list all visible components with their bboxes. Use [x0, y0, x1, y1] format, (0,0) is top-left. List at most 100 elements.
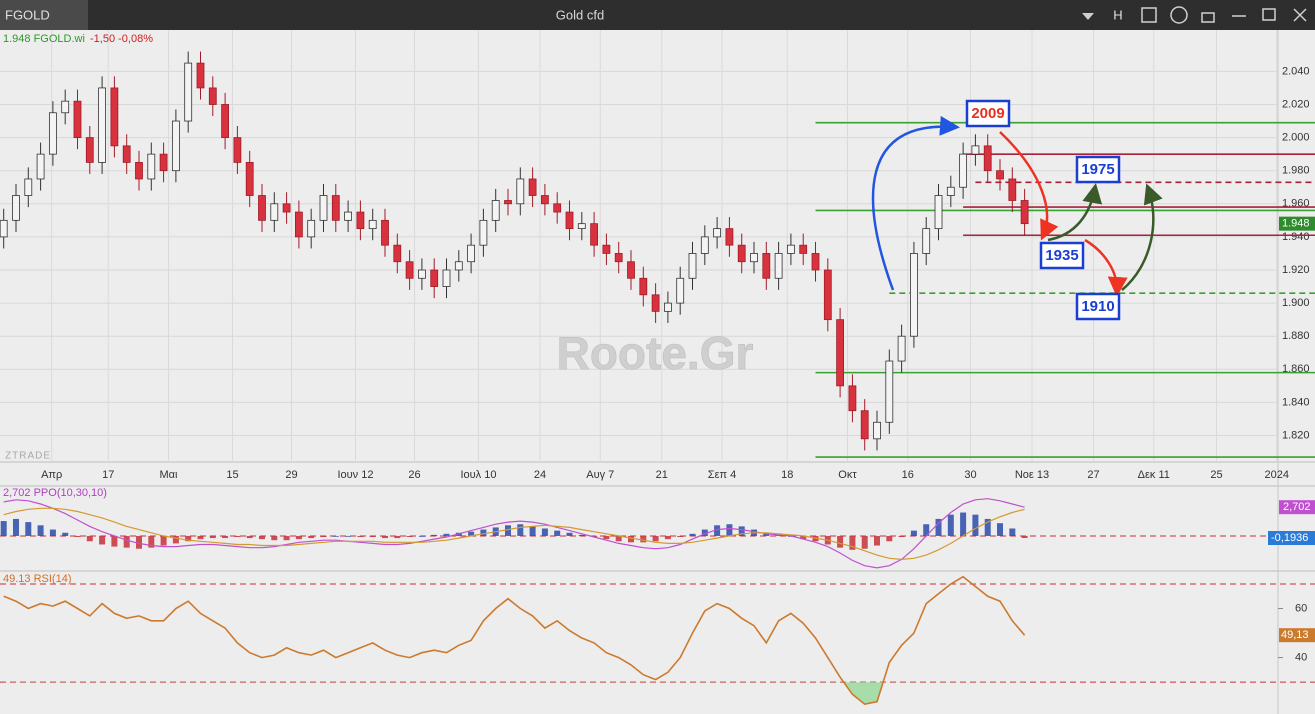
x-tick-label: Απρ: [41, 469, 62, 481]
layout-button[interactable]: [1141, 7, 1157, 23]
x-tick-label: Αυγ 7: [586, 469, 614, 481]
candle-body: [159, 153, 168, 172]
candle-body: [614, 253, 623, 263]
candle-body: [627, 261, 635, 279]
value-box: [1279, 628, 1315, 643]
x-tick-label: Δεκ 11: [1138, 469, 1170, 481]
lock-button[interactable]: [1201, 12, 1215, 23]
y-tick-label: 2.000: [1282, 131, 1310, 143]
candle-body: [873, 421, 881, 440]
histogram-bar: [1009, 528, 1016, 536]
candle-body: [0, 219, 8, 238]
histogram-bar: [357, 535, 364, 538]
candle-body: [823, 269, 832, 321]
histogram-bar: [431, 534, 438, 536]
histogram-bar: [332, 535, 339, 537]
candle-body: [122, 145, 131, 163]
h-button[interactable]: H: [1113, 7, 1122, 22]
annotation-box: [965, 99, 1011, 128]
candle-body: [959, 153, 968, 188]
value-label: 49,13: [1281, 629, 1309, 641]
candle-body: [676, 277, 685, 304]
candle-body: [971, 145, 980, 155]
histogram-bar: [320, 535, 327, 538]
histogram-bar: [222, 535, 229, 539]
candle-body: [307, 219, 316, 238]
candle-body: [897, 335, 906, 362]
candle-body: [700, 236, 709, 254]
histogram-bar: [345, 535, 352, 537]
candle-body: [48, 112, 57, 155]
annotation-box: [1039, 241, 1085, 270]
histogram-bar: [984, 518, 991, 536]
candle-body: [442, 269, 451, 287]
y-tick-label: 1.820: [1282, 429, 1310, 441]
histogram-bar: [271, 535, 278, 541]
annotation: 1910: [1081, 298, 1114, 315]
dropdown-icon[interactable]: [1082, 13, 1094, 20]
histogram-bar: [726, 524, 733, 536]
candle-body: [393, 244, 402, 263]
last-price-label: 1.948: [1282, 218, 1310, 230]
y-tick-label: 1.920: [1282, 264, 1310, 276]
candle-body: [294, 211, 303, 238]
histogram-bar: [738, 526, 745, 536]
candle-body: [516, 178, 525, 205]
info-text: -1,50 -0,08%: [90, 33, 153, 45]
arrow: [1084, 238, 1128, 297]
candle-body: [528, 178, 537, 196]
histogram-bar: [99, 535, 106, 545]
y-tick-label: 40: [1295, 651, 1307, 663]
x-tick-label: Οκτ: [838, 469, 857, 481]
candle-body: [467, 244, 476, 263]
title-bar: [0, 0, 1315, 30]
candle-body: [344, 211, 352, 221]
y-tick-label: 2.020: [1282, 98, 1310, 110]
histogram-bar: [849, 535, 856, 550]
histogram-bar: [886, 535, 893, 542]
histogram-bar: [578, 534, 585, 536]
x-tick-label: 18: [781, 469, 793, 481]
histogram-bar: [234, 535, 241, 538]
x-tick-label: 26: [408, 469, 420, 481]
candle-body: [85, 137, 94, 163]
candle-body: [61, 100, 70, 114]
histogram-bar: [997, 523, 1004, 536]
x-tick-label: Ιουλ 10: [460, 469, 496, 481]
candle-body: [541, 195, 549, 205]
symbol-box[interactable]: [0, 0, 88, 30]
last-price-box: [1279, 216, 1315, 231]
watermark: Roote.Gr: [557, 327, 754, 379]
histogram-bar: [910, 530, 917, 536]
candle-body: [196, 62, 205, 89]
candle-body: [799, 244, 808, 254]
histogram-bar: [86, 535, 93, 542]
histogram-bar: [246, 535, 253, 539]
histogram-bar: [123, 535, 130, 548]
candle-body: [331, 195, 340, 221]
histogram-bar: [209, 535, 216, 539]
restore-button[interactable]: [1262, 8, 1276, 21]
candle-body: [110, 87, 119, 147]
histogram-bar: [566, 532, 573, 536]
candle-body: [811, 253, 820, 271]
arrow: [999, 131, 1059, 241]
arrow: [1121, 183, 1163, 291]
candle-body: [1020, 200, 1029, 225]
histogram-bar: [295, 535, 302, 540]
histogram-bar: [972, 514, 979, 536]
x-tick-label: 21: [656, 469, 668, 481]
candle-body: [417, 269, 426, 279]
candle-body: [565, 211, 574, 230]
x-tick-label: Σεπ 4: [708, 469, 736, 481]
quote-button[interactable]: [1170, 6, 1188, 24]
x-tick-label: 24: [534, 469, 546, 481]
histogram-bar: [37, 525, 44, 536]
histogram-bar: [160, 535, 167, 546]
y-tick-label: 1.880: [1282, 330, 1310, 342]
candle-body: [922, 228, 931, 254]
histogram-bar: [406, 535, 413, 538]
candle-body: [12, 195, 20, 221]
close-button[interactable]: [1293, 8, 1307, 22]
annotation: 1935: [1045, 247, 1078, 264]
